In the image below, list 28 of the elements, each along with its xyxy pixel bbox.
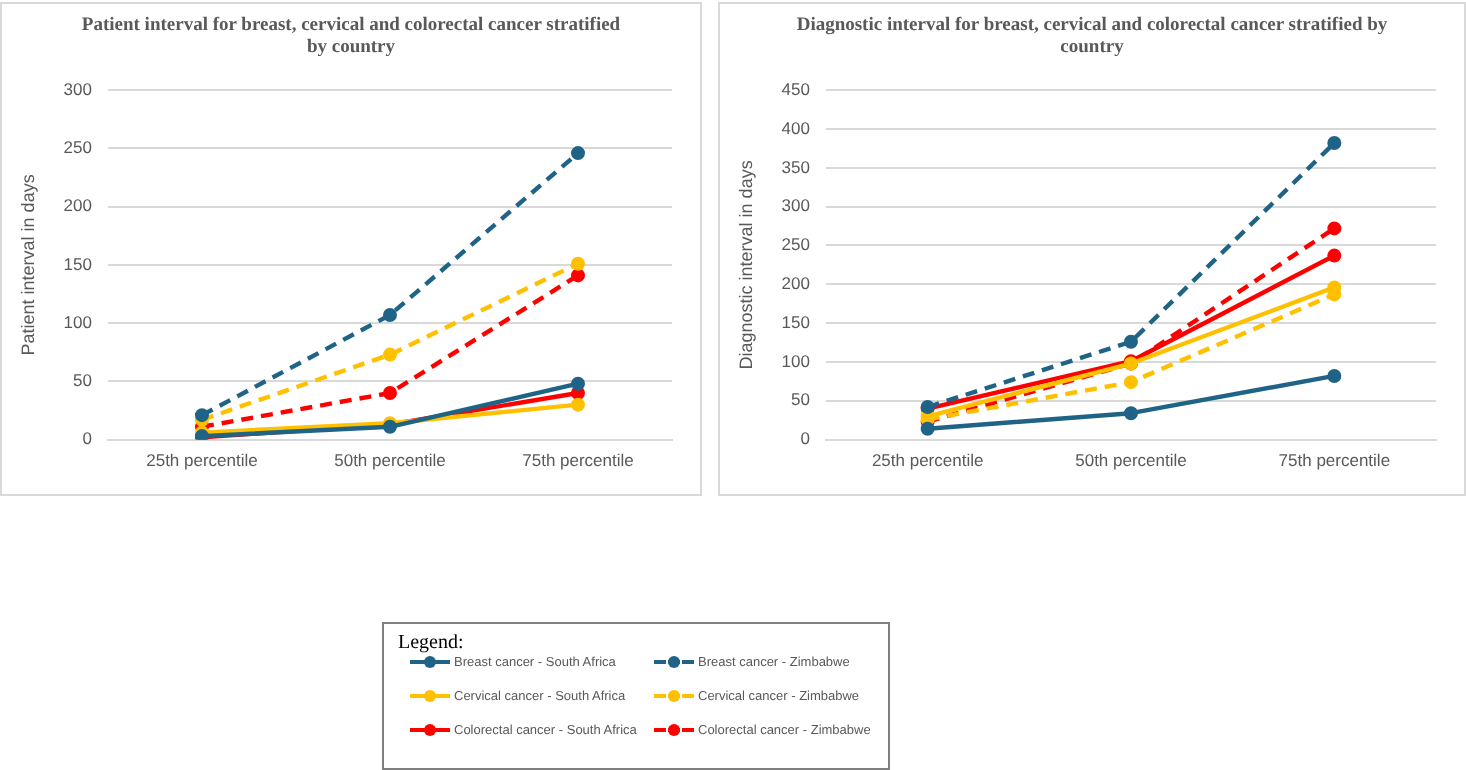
y-tick-label: 0	[800, 428, 811, 449]
y-tick-label: 200	[781, 273, 811, 293]
y-tick-label: 400	[781, 117, 811, 138]
y-tick-label: 300	[63, 78, 93, 99]
x-tick-label: 25th percentile	[146, 450, 259, 471]
y-tick-label: 150	[781, 311, 811, 332]
x-tick-label: 50th percentile	[334, 450, 447, 471]
y-axis-title: Diagnostic interval in days	[735, 159, 756, 370]
x-tick-label: 75th percentile	[1278, 450, 1391, 471]
y-tick-label: 100	[63, 311, 93, 332]
y-tick-label: 350	[781, 156, 811, 177]
y-tick-label: 250	[781, 234, 811, 255]
y-tick-label: 250	[63, 137, 93, 158]
chart-title: Patient interval for breast, cervical and colorectal cancer stratified by country	[79, 16, 623, 60]
y-tick-label: 450	[781, 78, 811, 99]
y-tick-label: 0	[82, 428, 93, 449]
legend-title: Legend:	[398, 632, 464, 654]
chart-title: Diagnostic interval for breast, cervical and colorectal cancer stratified by country	[794, 16, 1390, 60]
y-tick-label: 50	[73, 370, 93, 391]
x-tick-label: 50th percentile	[1075, 450, 1188, 471]
y-tick-label: 100	[781, 350, 811, 371]
y-tick-label: 200	[63, 195, 93, 216]
y-tick-label: 50	[791, 389, 811, 410]
y-tick-label: 300	[781, 195, 811, 216]
x-tick-label: 75th percentile	[522, 450, 635, 471]
x-tick-label: 25th percentile	[871, 450, 984, 471]
y-tick-label: 150	[63, 253, 93, 274]
y-axis-title: Patient interval in days	[17, 173, 38, 356]
